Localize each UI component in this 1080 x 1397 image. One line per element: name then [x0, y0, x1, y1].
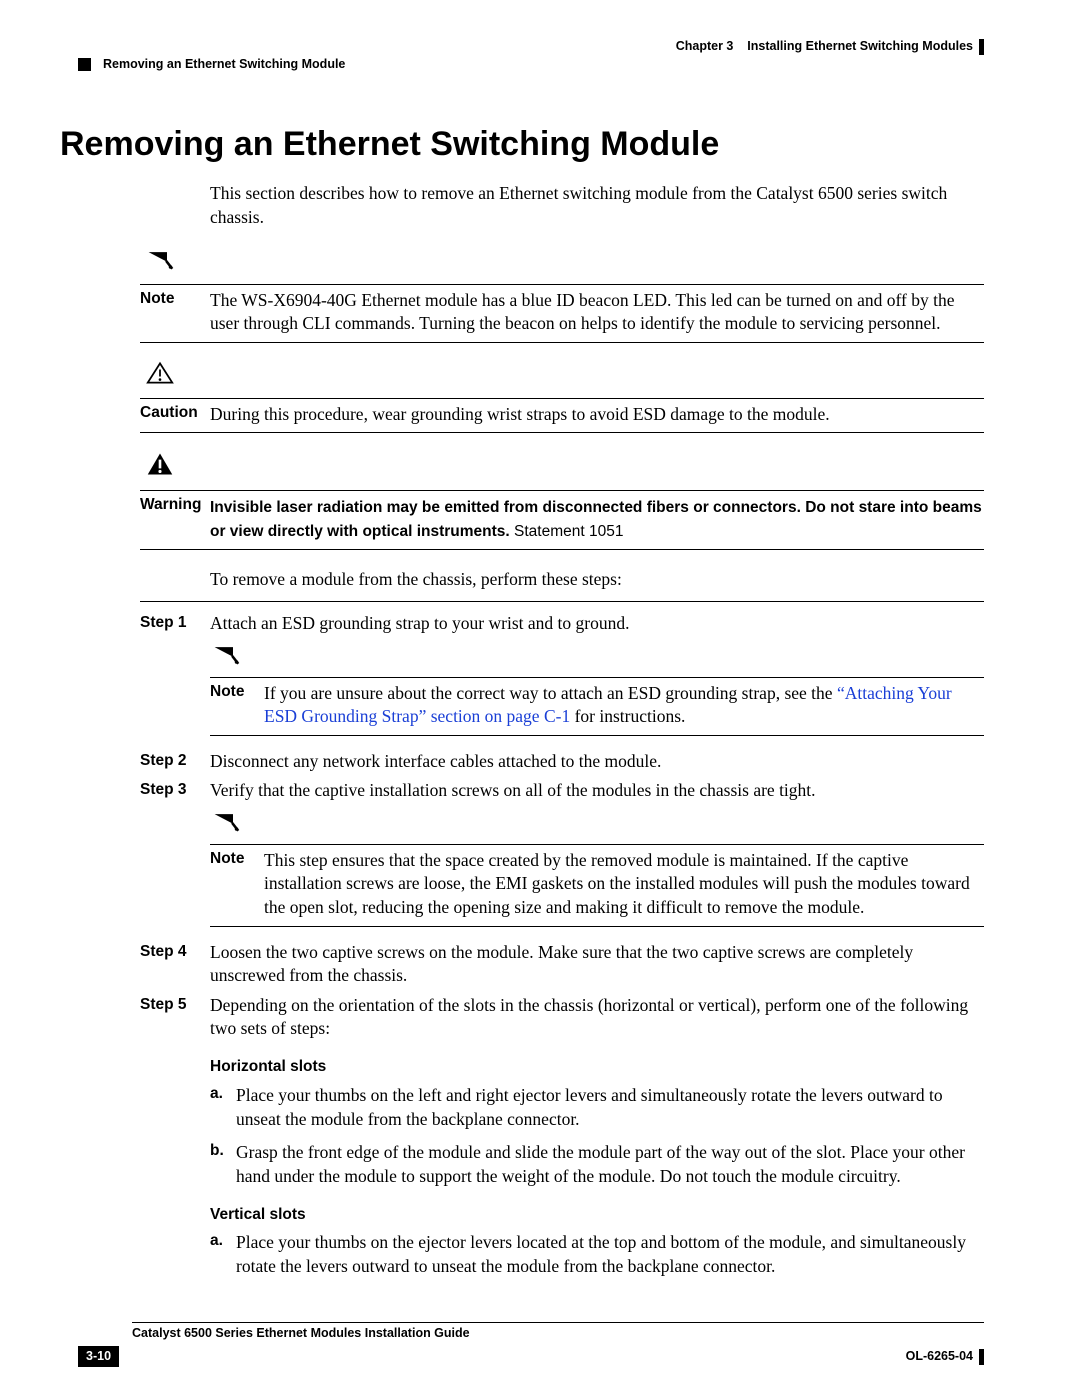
- caution-icon: [140, 361, 984, 392]
- list-item: b. Grasp the front edge of the module an…: [210, 1141, 984, 1188]
- intro-text: This section describes how to remove an …: [210, 182, 984, 229]
- step-1-note-label: Note: [210, 682, 264, 729]
- step-3-note-text: This step ensures that the space created…: [264, 849, 984, 920]
- step-3: Step 3 Verify that the captive installat…: [140, 779, 984, 934]
- warning-callout: Warning Invisible laser radiation may be…: [140, 451, 984, 549]
- step-1-note-text: If you are unsure about the correct way …: [264, 682, 984, 729]
- content: Removing an Ethernet Switching Module Th…: [60, 122, 984, 1295]
- step-1-note: Note If you are unsure about the correct…: [210, 644, 984, 736]
- note-icon: [210, 644, 984, 673]
- horizontal-slots-head: Horizontal slots: [210, 1057, 984, 1078]
- chapter-ref: Chapter 3: [676, 39, 734, 53]
- step-2: Step 2 Disconnect any network interface …: [140, 750, 984, 774]
- chapter-title: Installing Ethernet Switching Modules: [747, 39, 973, 53]
- horiz-item-b: Grasp the front edge of the module and s…: [236, 1141, 984, 1188]
- header-right: Chapter 3 Installing Ethernet Switching …: [676, 38, 984, 55]
- step-5-body: Depending on the orientation of the slot…: [210, 994, 984, 1289]
- list-marker-b: b.: [210, 1141, 236, 1188]
- warning-label: Warning: [140, 495, 210, 516]
- horiz-item-a: Place your thumbs on the left and right …: [236, 1084, 984, 1131]
- vert-item-a: Place your thumbs on the ejector levers …: [236, 1231, 984, 1278]
- step-3-body: Verify that the captive installation scr…: [210, 779, 984, 934]
- step-1-body: Attach an ESD grounding strap to your wr…: [210, 612, 984, 744]
- footer-guide: Catalyst 6500 Series Ethernet Modules In…: [132, 1325, 984, 1342]
- page-number: 3-10: [78, 1346, 119, 1367]
- note-icon: [140, 249, 984, 278]
- doc-number: OL-6265-04: [906, 1348, 984, 1365]
- step-3-label: Step 3: [140, 779, 210, 934]
- step-4-label: Step 4: [140, 941, 210, 988]
- step-4: Step 4 Loosen the two captive screws on …: [140, 941, 984, 988]
- vertical-list: a. Place your thumbs on the ejector leve…: [210, 1231, 984, 1278]
- list-marker-a: a.: [210, 1231, 236, 1278]
- transition-text: To remove a module from the chassis, per…: [210, 568, 984, 592]
- step-5-text: Depending on the orientation of the slot…: [210, 995, 968, 1039]
- page-title: Removing an Ethernet Switching Module: [60, 122, 984, 168]
- step-3-text: Verify that the captive installation scr…: [210, 780, 816, 800]
- header-marker: [979, 39, 984, 55]
- step-1-label: Step 1: [140, 612, 210, 744]
- step-4-text: Loosen the two captive screws on the mod…: [210, 941, 984, 988]
- step-1-text: Attach an ESD grounding strap to your wr…: [210, 613, 629, 633]
- step-separator: [140, 601, 984, 602]
- warning-statement: Statement 1051: [510, 523, 624, 540]
- list-marker-a: a.: [210, 1084, 236, 1131]
- step-5: Step 5 Depending on the orientation of t…: [140, 994, 984, 1289]
- step-3-note: Note This step ensures that the space cr…: [210, 811, 984, 927]
- step-1: Step 1 Attach an ESD grounding strap to …: [140, 612, 984, 744]
- footer-bar: [979, 1349, 984, 1365]
- section-title: Removing an Ethernet Switching Module: [103, 57, 345, 71]
- warning-text: Invisible laser radiation may be emitted…: [210, 495, 984, 543]
- footer: Catalyst 6500 Series Ethernet Modules In…: [78, 1322, 984, 1367]
- note-text: The WS-X6904-40G Ethernet module has a b…: [210, 289, 984, 336]
- caution-label: Caution: [140, 403, 210, 424]
- note-callout: Note The WS-X6904-40G Ethernet module ha…: [140, 249, 984, 343]
- note-label: Note: [140, 289, 210, 310]
- warning-icon: [140, 451, 984, 484]
- step-2-label: Step 2: [140, 750, 210, 774]
- caution-callout: Caution During this procedure, wear grou…: [140, 361, 984, 433]
- step-3-note-label: Note: [210, 849, 264, 920]
- header-left: Removing an Ethernet Switching Module: [78, 56, 345, 73]
- horizontal-list: a. Place your thumbs on the left and rig…: [210, 1084, 984, 1189]
- step-2-text: Disconnect any network interface cables …: [210, 750, 984, 774]
- list-item: a. Place your thumbs on the left and rig…: [210, 1084, 984, 1131]
- list-item: a. Place your thumbs on the ejector leve…: [210, 1231, 984, 1278]
- caution-text: During this procedure, wear grounding wr…: [210, 403, 984, 427]
- step-5-label: Step 5: [140, 994, 210, 1289]
- header-square-icon: [78, 58, 91, 71]
- note-icon: [210, 811, 984, 840]
- vertical-slots-head: Vertical slots: [210, 1205, 984, 1226]
